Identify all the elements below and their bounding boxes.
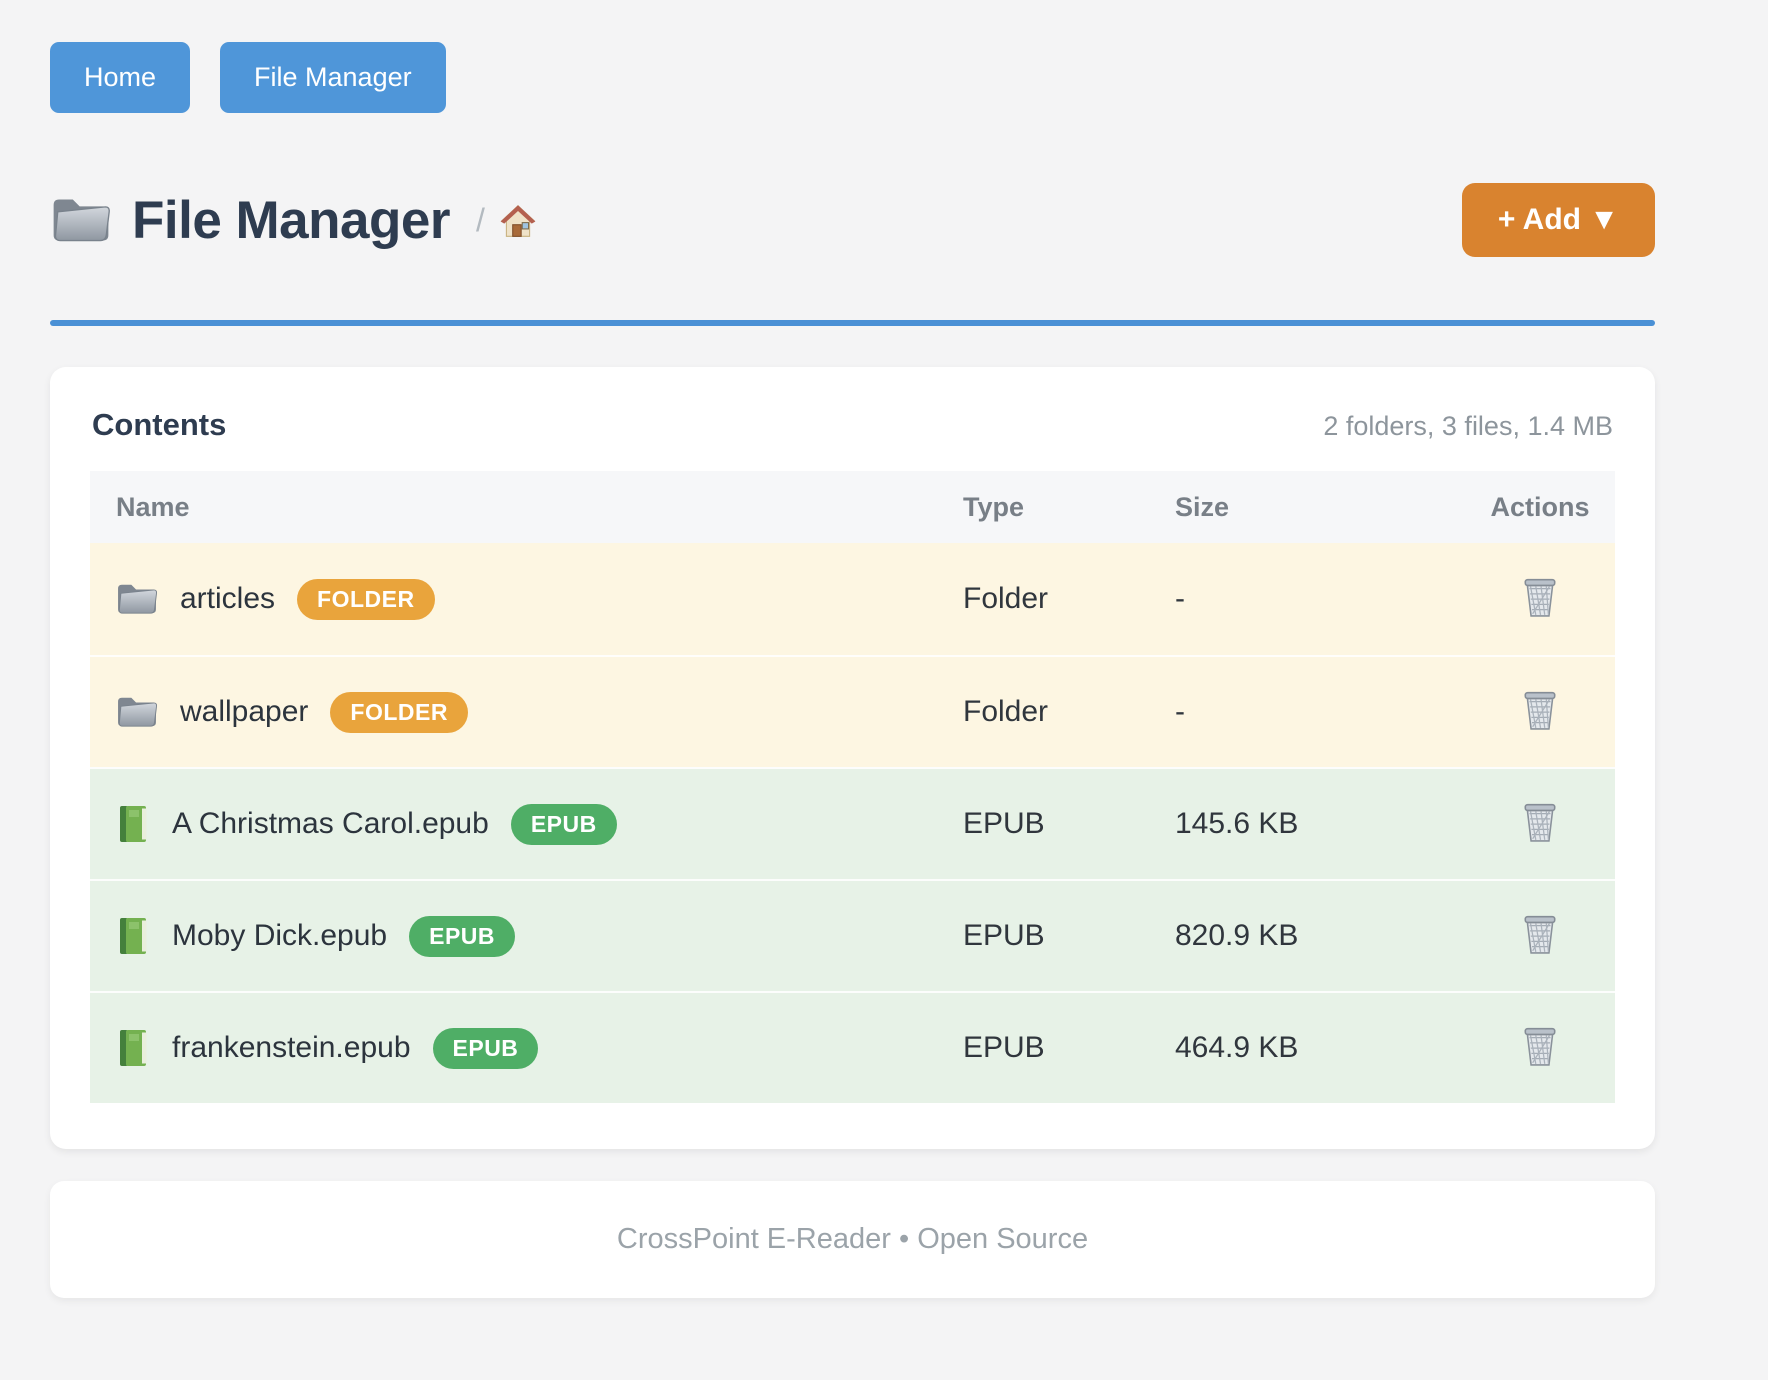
type-badge: EPUB — [510, 803, 617, 845]
book-icon — [116, 804, 150, 844]
book-icon — [116, 1028, 150, 1068]
row-name[interactable]: frankenstein.epub — [172, 1031, 411, 1064]
trash-icon — [1521, 1025, 1559, 1067]
delete-button[interactable] — [1517, 909, 1563, 962]
footer-text: CrossPoint E-Reader • Open Source — [616, 1223, 1089, 1255]
trash-icon — [1521, 801, 1559, 843]
row-actions-cell — [1465, 1021, 1615, 1075]
delete-button[interactable] — [1517, 1021, 1563, 1074]
column-header-name: Name — [116, 491, 190, 522]
row-name[interactable]: articles — [180, 582, 276, 615]
row-name[interactable]: Moby Dick.epub — [172, 919, 388, 952]
row-size: 145.6 KB — [1175, 807, 1299, 840]
row-name-cell[interactable]: A Christmas Carol.epub EPUB — [90, 803, 963, 845]
file-table: Name Type Size Actions articles FOLDER F… — [90, 471, 1615, 1103]
footer: CrossPoint E-Reader • Open Source — [50, 1181, 1655, 1298]
column-header-actions: Actions — [1490, 491, 1590, 522]
row-name[interactable]: wallpaper — [180, 695, 309, 728]
top-nav: Home File Manager — [50, 0, 1655, 113]
table-row[interactable]: A Christmas Carol.epub EPUB EPUB 145.6 K… — [90, 767, 1615, 879]
row-size: 820.9 KB — [1175, 919, 1299, 952]
row-actions-cell — [1465, 685, 1615, 739]
contents-card-header: Contents 2 folders, 3 files, 1.4 MB — [90, 407, 1615, 471]
row-actions-cell — [1465, 572, 1615, 626]
type-badge: EPUB — [432, 1027, 539, 1069]
row-type: EPUB — [963, 1031, 1045, 1064]
trash-icon — [1521, 689, 1559, 731]
book-icon — [116, 916, 150, 956]
table-row[interactable]: frankenstein.epub EPUB EPUB 464.9 KB — [90, 991, 1615, 1103]
row-actions-cell — [1465, 909, 1615, 963]
folder-icon — [116, 694, 158, 730]
contents-card: Contents 2 folders, 3 files, 1.4 MB Name… — [50, 367, 1655, 1149]
row-type: Folder — [963, 582, 1049, 615]
row-type: EPUB — [963, 919, 1045, 952]
row-name-cell[interactable]: articles FOLDER — [90, 578, 963, 620]
row-actions-cell — [1465, 797, 1615, 851]
nav-button-file-manager[interactable]: File Manager — [220, 42, 446, 113]
row-size: - — [1175, 582, 1185, 615]
page-title: File Manager — [132, 190, 450, 250]
trash-icon — [1521, 576, 1559, 618]
type-badge: EPUB — [409, 915, 516, 957]
delete-button[interactable] — [1517, 685, 1563, 738]
row-name-cell[interactable]: Moby Dick.epub EPUB — [90, 915, 963, 957]
table-header-row: Name Type Size Actions — [90, 471, 1615, 543]
type-badge: FOLDER — [330, 691, 468, 733]
table-row[interactable]: Moby Dick.epub EPUB EPUB 820.9 KB — [90, 879, 1615, 991]
row-name-cell[interactable]: wallpaper FOLDER — [90, 691, 963, 733]
folder-icon — [116, 581, 158, 617]
row-type: Folder — [963, 695, 1049, 728]
add-button[interactable]: + Add ▼ — [1461, 183, 1655, 257]
row-size: 464.9 KB — [1175, 1031, 1299, 1064]
breadcrumb: / — [476, 202, 537, 239]
table-row[interactable]: wallpaper FOLDER Folder - — [90, 655, 1615, 767]
home-icon[interactable] — [499, 202, 537, 239]
page-header: File Manager / + Add ▼ — [50, 177, 1655, 263]
column-header-size: Size — [1175, 491, 1230, 522]
row-type: EPUB — [963, 807, 1045, 840]
trash-icon — [1521, 913, 1559, 955]
page-container: Home File Manager File Manager / + Add ▼… — [50, 0, 1655, 1298]
contents-heading: Contents — [92, 407, 227, 442]
table-row[interactable]: articles FOLDER Folder - — [90, 543, 1615, 655]
nav-button-home[interactable]: Home — [50, 42, 191, 113]
folder-icon — [50, 194, 112, 246]
header-divider — [50, 320, 1655, 326]
breadcrumb-separator: / — [475, 201, 485, 238]
delete-button[interactable] — [1517, 797, 1563, 850]
delete-button[interactable] — [1517, 572, 1563, 625]
row-size: - — [1175, 695, 1185, 728]
title-group: File Manager — [50, 190, 450, 251]
row-name[interactable]: A Christmas Carol.epub — [172, 807, 489, 840]
column-header-type: Type — [963, 491, 1025, 522]
contents-summary: 2 folders, 3 files, 1.4 MB — [1323, 411, 1613, 441]
row-name-cell[interactable]: frankenstein.epub EPUB — [90, 1027, 963, 1069]
type-badge: FOLDER — [297, 578, 435, 620]
